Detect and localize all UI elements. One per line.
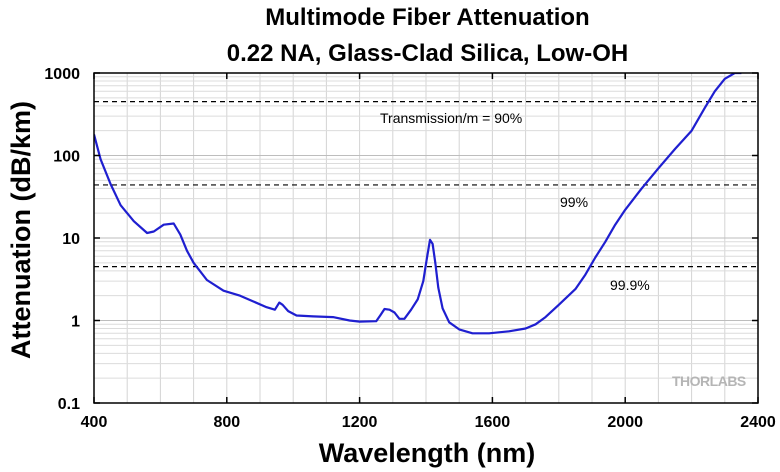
series-group bbox=[94, 73, 742, 335]
x-tick-label: 1200 bbox=[342, 414, 378, 431]
x-tick-label: 800 bbox=[213, 414, 240, 431]
x-axis-label: Wavelength (nm) bbox=[319, 438, 536, 468]
reference-lines: 99.9% 99% Transmission/m = 90% bbox=[94, 101, 758, 293]
x-tick-label: 2000 bbox=[607, 414, 643, 431]
y-tick-label: 10 bbox=[62, 231, 80, 248]
reference-line-label: 99.9% bbox=[610, 277, 650, 293]
y-tick-label: 100 bbox=[53, 149, 80, 166]
x-tick-label: 400 bbox=[81, 414, 108, 431]
y-tick-label: 1000 bbox=[44, 66, 80, 83]
thorlabs-logo: THORLABS bbox=[672, 373, 746, 389]
attenuation-curve bbox=[94, 73, 742, 335]
chart-title: Multimode Fiber Attenuation bbox=[265, 4, 590, 31]
y-tick-label: 1 bbox=[71, 314, 80, 331]
y-tick-label: 0.1 bbox=[58, 396, 80, 413]
x-tick-label: 1600 bbox=[475, 414, 511, 431]
reference-line-label: Transmission/m = 90% bbox=[380, 110, 522, 126]
chart-subtitle: 0.22 NA, Glass-Clad Silica, Low-OH bbox=[226, 40, 629, 67]
reference-line-label: 99% bbox=[560, 194, 588, 210]
x-tick-label: 2400 bbox=[740, 414, 776, 431]
ticks: 400 800 1200 1600 2000 2400 0.1 1 10 100 1000 bbox=[44, 66, 775, 431]
y-axis-label: Attenuation (dB/km) bbox=[6, 101, 36, 359]
